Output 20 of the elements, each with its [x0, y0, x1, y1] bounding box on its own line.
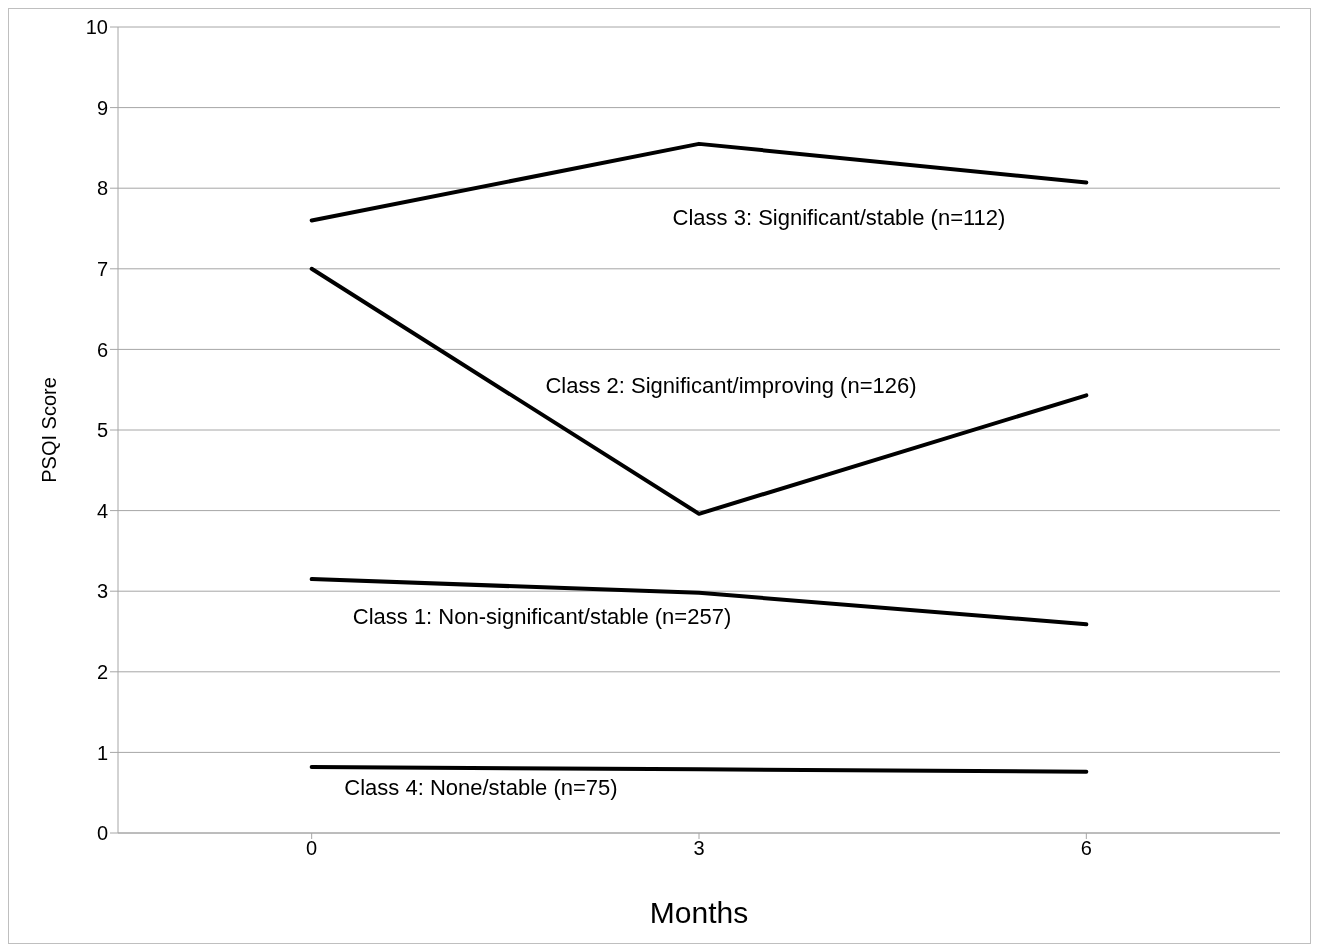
y-tick-label: 4 [96, 499, 108, 522]
y-tick-label: 9 [96, 96, 108, 119]
y-tick-label: 8 [96, 177, 108, 200]
y-tick-label: 6 [96, 338, 108, 361]
x-axis-title: Months [649, 896, 749, 929]
x-tick-label: 0 [306, 837, 318, 860]
y-tick-label: 5 [96, 419, 108, 442]
y-tick-label: 0 [96, 822, 108, 845]
y-tick-label: 7 [96, 257, 108, 280]
series-label: Class 2: Significant/improving (n=126) [545, 372, 917, 398]
x-tick-label: 3 [693, 837, 705, 860]
x-tick-label: 6 [1080, 837, 1092, 860]
series-label: Class 3: Significant/stable (n=112) [672, 204, 1006, 230]
y-axis-title: PSQI Score [38, 377, 61, 483]
y-tick-label: 10 [85, 16, 108, 39]
y-tick-label: 1 [96, 741, 108, 764]
y-tick-label: 2 [96, 660, 108, 683]
y-tick-label: 3 [96, 580, 108, 603]
series-label: Class 4: None/stable (n=75) [344, 775, 618, 801]
series-label: Class 1: Non-significant/stable (n=257) [352, 603, 732, 629]
